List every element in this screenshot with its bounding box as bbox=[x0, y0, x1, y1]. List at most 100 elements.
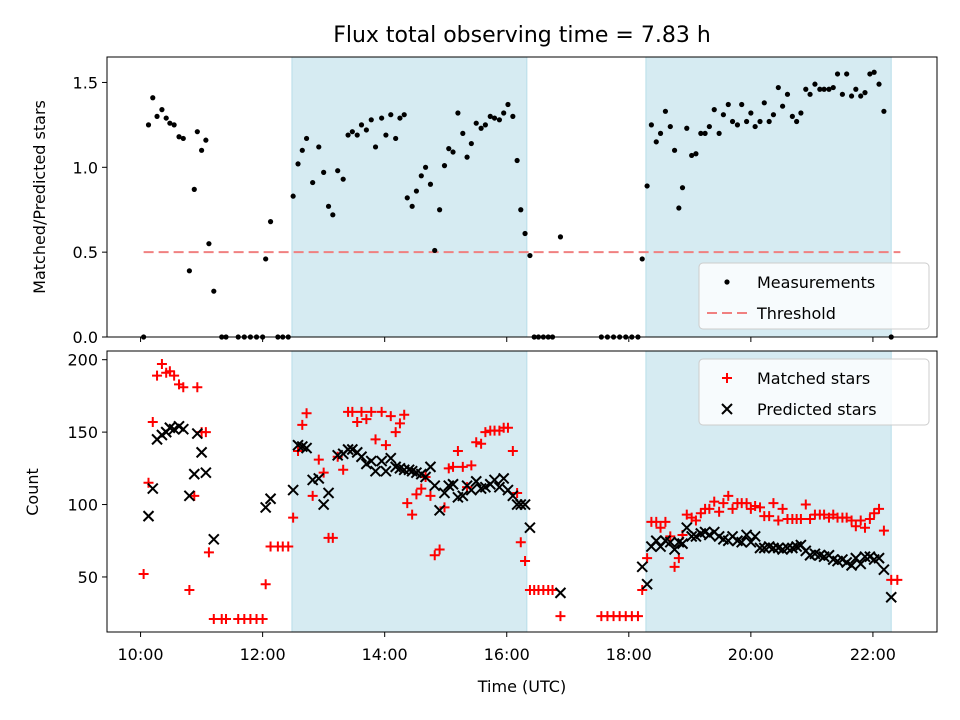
bottom-y-tick-label: 200 bbox=[67, 351, 98, 370]
x-tick-label: 14:00 bbox=[362, 645, 408, 664]
measurement-point bbox=[881, 108, 887, 114]
matched-point bbox=[288, 512, 299, 523]
measurement-point bbox=[720, 112, 726, 118]
measurement-point bbox=[858, 93, 864, 99]
matched-point bbox=[352, 416, 363, 427]
measurement-point bbox=[743, 118, 750, 125]
matched-point bbox=[385, 411, 396, 422]
measurement-point bbox=[830, 84, 836, 91]
measurement-point bbox=[441, 163, 448, 169]
measurement-point bbox=[171, 122, 177, 128]
measurement-point bbox=[437, 207, 443, 213]
measurement-point bbox=[354, 132, 360, 138]
measurement-point bbox=[784, 91, 791, 97]
predicted-point bbox=[447, 478, 459, 490]
measurement-point bbox=[404, 195, 410, 201]
measurement-point bbox=[779, 103, 786, 109]
matched-point bbox=[727, 503, 738, 514]
measurement-point bbox=[413, 188, 420, 194]
predicted-point bbox=[554, 587, 567, 599]
predicted-point bbox=[369, 465, 382, 477]
predicted-point bbox=[465, 484, 478, 496]
matched-point bbox=[471, 437, 482, 448]
measurement-point bbox=[388, 112, 394, 118]
bottom-legend: Matched stars Predicted stars bbox=[698, 358, 930, 426]
predicted-point bbox=[470, 475, 482, 488]
measurement-point bbox=[401, 112, 407, 118]
measurement-point bbox=[757, 118, 763, 125]
measurement-point bbox=[639, 256, 645, 262]
measurement-point bbox=[478, 125, 484, 131]
measurement-point bbox=[702, 130, 708, 136]
matched-point bbox=[741, 498, 752, 509]
matched-point bbox=[515, 537, 526, 548]
measurement-point bbox=[711, 107, 717, 113]
measurement-point bbox=[363, 127, 369, 133]
legend-box bbox=[698, 358, 930, 426]
predicted-point bbox=[873, 552, 885, 564]
measurement-point bbox=[775, 84, 781, 91]
measurement-point bbox=[812, 81, 818, 87]
predicted-point bbox=[493, 481, 506, 493]
measurement-point bbox=[794, 118, 800, 125]
predicted-point bbox=[664, 536, 677, 548]
matched-point bbox=[425, 490, 436, 501]
measurement-point bbox=[679, 185, 686, 191]
measurement-point bbox=[867, 71, 873, 77]
measurement-point bbox=[393, 135, 399, 142]
matched-point bbox=[434, 544, 445, 555]
predicted-point bbox=[403, 464, 415, 476]
measurement-point bbox=[748, 110, 754, 116]
measurement-point bbox=[299, 147, 305, 153]
matched-point bbox=[361, 414, 372, 425]
matched-point bbox=[297, 419, 308, 430]
matched-point bbox=[138, 569, 149, 580]
measurement-point bbox=[644, 183, 650, 189]
measurement-point bbox=[379, 115, 385, 121]
matched-point bbox=[655, 522, 666, 533]
measurement-point bbox=[211, 288, 217, 294]
matched-point bbox=[864, 514, 875, 525]
predicted-point bbox=[183, 490, 196, 502]
matched-point bbox=[347, 406, 358, 417]
matched-point bbox=[338, 464, 349, 475]
predicted-point bbox=[208, 533, 220, 546]
top-panel: 0.0 0.5 1.0 1.5 Measurements Threshold bbox=[73, 56, 938, 347]
measurement-point bbox=[145, 122, 152, 128]
matched-point bbox=[714, 506, 725, 517]
bottom-y-tick-label: 150 bbox=[67, 423, 98, 442]
measurement-point bbox=[167, 120, 173, 126]
measurement-point bbox=[150, 95, 156, 101]
matched-point bbox=[390, 427, 401, 438]
bottom-y-tick-label: 50 bbox=[78, 568, 98, 587]
top-y-tick-label: 1.5 bbox=[73, 73, 98, 92]
matched-point bbox=[366, 406, 377, 417]
matched-point bbox=[448, 461, 459, 472]
matched-point bbox=[399, 409, 410, 420]
measurement-point bbox=[491, 115, 498, 121]
matched-point bbox=[690, 515, 701, 526]
measurement-point bbox=[496, 117, 503, 123]
bottom-axes-frame bbox=[106, 350, 938, 633]
predicted-point bbox=[438, 487, 451, 499]
measurement-point bbox=[653, 139, 659, 145]
measurement-point bbox=[176, 134, 182, 140]
measurement-point bbox=[839, 91, 846, 97]
matched-point bbox=[777, 503, 788, 514]
predicted-point bbox=[767, 542, 780, 554]
predicted-point bbox=[878, 564, 890, 576]
measurement-point bbox=[321, 169, 327, 175]
legend-box bbox=[698, 262, 930, 330]
matched-point bbox=[356, 406, 367, 417]
measurement-point bbox=[667, 123, 673, 130]
predicted-point bbox=[754, 542, 766, 554]
matched-point bbox=[283, 541, 294, 552]
matched-point bbox=[892, 574, 903, 585]
matched-point bbox=[773, 515, 784, 526]
legend-measurement-marker bbox=[724, 279, 730, 285]
measurement-point bbox=[468, 140, 474, 147]
matched-point bbox=[805, 514, 816, 525]
matched-point bbox=[143, 477, 154, 488]
matched-point bbox=[307, 490, 318, 501]
measurement-point bbox=[826, 86, 832, 92]
